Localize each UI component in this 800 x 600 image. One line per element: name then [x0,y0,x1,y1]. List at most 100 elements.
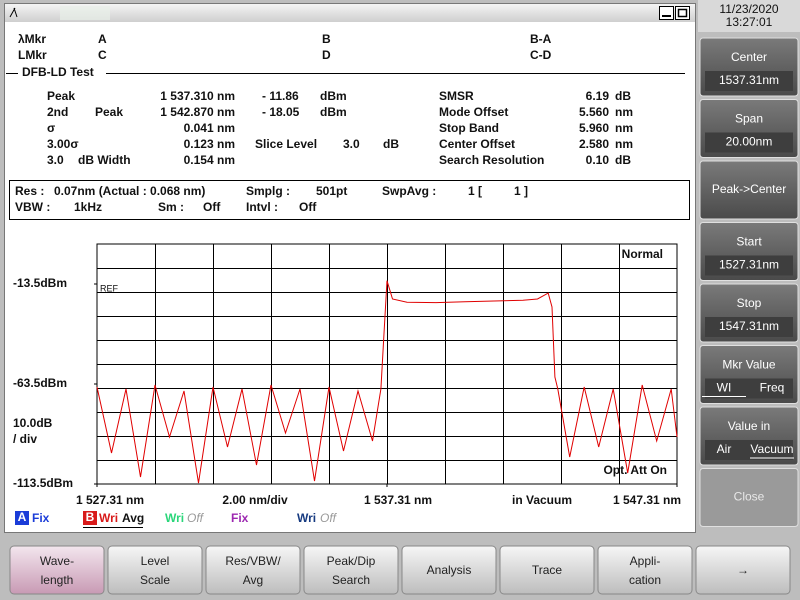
test-title: DFB-LD Test [22,65,94,79]
function-key-face [303,545,399,595]
results: Peak 1 537.310 nm - 11.86 dBm 2nd Peak 1… [47,89,399,167]
minimize-button[interactable] [659,6,674,20]
softkey-value-box [705,255,793,276]
settings-box [9,180,690,220]
blurred-title [60,6,110,20]
marker: B [322,32,331,46]
mode-label: Normal [622,247,663,261]
marker: D [322,48,331,62]
date: 11/23/2020 [719,2,778,16]
result-value: 1 542.870 nm [160,105,235,119]
trace-id-box [83,511,97,525]
result-label: 3.0 [47,153,64,167]
softkey-value: 20.00nm [726,135,773,149]
function-key-label: Wave- [40,554,74,568]
setting-value: 1 ] [514,184,528,198]
softkey[interactable]: Stop 1547.31nm [699,283,799,343]
softkey-value: 1537.31nm [719,73,779,87]
function-key[interactable]: → [695,545,791,595]
setting-label: Intvl : [246,200,278,214]
setting-label: Sm : [158,200,184,214]
softkey-label: Center [731,50,767,64]
status-box [698,0,800,32]
softkey-value-box [705,378,793,399]
softkey-value-box [705,132,793,153]
marker: A [98,32,107,46]
softkey[interactable]: Mkr Value WI Freq [699,345,799,404]
setting-value: Off [203,200,221,214]
x-tick-label: 1 537.31 nm [364,493,432,507]
function-key[interactable]: Wave-length [9,545,105,595]
result-label: Peak [95,105,123,119]
trace-sub: Avg [122,511,144,525]
function-key-label: Search [332,573,370,587]
function-key-label: Peak/Dip [327,554,376,568]
y-tick-label: -13.5dBm [13,276,67,290]
setting-value: 0.07nm (Actual : 0.068 nm) [54,184,205,198]
result-value: 6.19 [586,89,610,103]
scale-label: 10.0dB [13,416,53,430]
marker: C [98,48,107,62]
setting-label: SwpAvg : [382,184,436,198]
softkey[interactable]: Peak->Center [699,160,799,220]
trace-state: Fix [32,511,50,525]
softkey[interactable]: Start 1527.31nm [699,222,799,281]
softkey[interactable]: Value in Air Vacuum [699,406,799,466]
result-value: 5.960 [579,121,609,135]
setting-label: VBW : [15,200,50,214]
softkey-label: Stop [737,296,762,310]
softkey-value: 1547.31nm [719,319,779,333]
function-key-face [401,545,497,595]
softkey-label: Value in [728,419,770,433]
softkey-label: Mkr Value [722,358,775,372]
result-label: Mode Offset [439,105,508,119]
span-per-div: 2.00 nm/div [222,493,288,507]
trace-sub: Off [320,511,338,525]
results-right: SMSR 6.19 dB Mode Offset 5.560 nm Stop Band 5.9… [439,89,633,167]
setting-value: 501pt [316,184,347,198]
function-key-label: Avg [243,573,263,587]
settings: Res : 0.07nm (Actual : 0.068 nm) Smplg :… [15,184,528,214]
softkey[interactable]: Center 1537.31nm [699,37,799,97]
function-key-face [597,545,693,595]
function-key[interactable]: Peak/Dip Search [303,545,399,595]
setting-label: Smplg : [246,184,290,198]
ref-label: REF [100,283,119,293]
function-key[interactable]: Appli-cation [597,545,693,595]
marker-label: λMkr [18,32,46,46]
softkey-option: Air [717,442,732,456]
result-label: σ [47,121,55,135]
function-key[interactable]: Analysis [401,545,497,595]
marker-label: LMkr [18,48,47,62]
function-key[interactable]: Trace [499,545,595,595]
result-value: 0.041 nm [184,121,235,135]
result-value: 0.10 [586,153,610,167]
function-key-label: Level [141,554,170,568]
softkey[interactable]: Span 20.00nm [699,99,799,158]
function-key-label: Res/VBW/ [225,554,281,568]
trace-state: Wri [297,511,316,525]
softkey-label: Peak->Center [712,182,786,196]
softkey[interactable]: Close [699,468,799,527]
setting-value: Off [299,200,317,214]
trace-state: Wri [99,511,118,525]
function-key-face [695,545,791,595]
result-label: Search Resolution [439,153,544,167]
setting-value: 1 [ [468,184,482,198]
medium: in Vacuum [512,493,572,507]
function-key[interactable]: Res/VBW/Avg [205,545,301,595]
function-key-face [499,545,595,595]
result-label: Center Offset [439,137,515,151]
result-value: - 18.05 [262,105,300,119]
y-tick-label: -63.5dBm [13,376,67,390]
function-key-label: Analysis [427,563,472,577]
softkey-panel: Center 1537.31nm Span 20.00nm Peak->Center St… [699,37,799,527]
softkey-label: Close [734,490,765,504]
maximize-button[interactable] [675,6,690,20]
x-tick-label: 1 547.31 nm [613,493,681,507]
marker: C-D [530,48,552,62]
function-key-bar: Wave-lengthLevelScaleRes/VBW/AvgPeak/Dip… [9,545,791,595]
trace-state: Wri [165,511,184,525]
function-key[interactable]: Level Scale [107,545,203,595]
